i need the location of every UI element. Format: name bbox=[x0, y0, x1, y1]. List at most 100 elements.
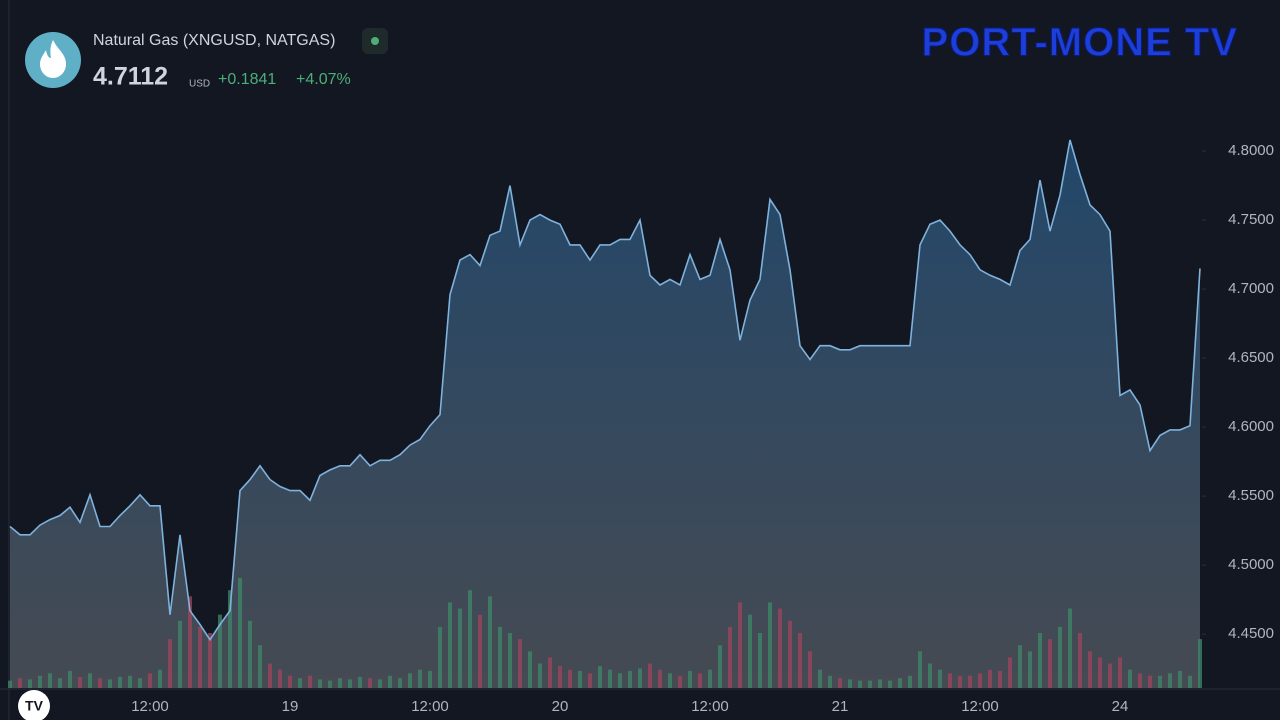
volume-bar bbox=[388, 675, 392, 688]
y-tick-label: 4.7000 bbox=[1228, 280, 1274, 297]
volume-bar bbox=[998, 670, 1002, 688]
volume-bar bbox=[478, 614, 482, 688]
volume-bar bbox=[548, 657, 552, 688]
volume-bar bbox=[928, 663, 932, 688]
volume-bar bbox=[1178, 670, 1182, 688]
volume-bar bbox=[608, 669, 612, 688]
volume-bar bbox=[278, 669, 282, 688]
y-tick-label: 4.6000 bbox=[1228, 418, 1274, 435]
volume-bar bbox=[168, 639, 172, 688]
x-tick-label: 12:00 bbox=[131, 698, 169, 715]
volume-bar bbox=[528, 651, 532, 688]
volume-bar bbox=[128, 675, 132, 688]
volume-bar bbox=[348, 679, 352, 688]
volume-bar bbox=[848, 679, 852, 688]
volume-bar bbox=[328, 680, 332, 688]
volume-bar bbox=[618, 673, 622, 688]
volume-bar bbox=[778, 608, 782, 688]
volume-bar bbox=[68, 670, 72, 688]
volume-bar bbox=[648, 663, 652, 688]
volume-bar bbox=[558, 666, 562, 688]
y-tick-label: 4.6500 bbox=[1228, 349, 1274, 366]
area-fill bbox=[10, 140, 1200, 688]
volume-bar bbox=[1068, 608, 1072, 688]
volume-bar bbox=[28, 679, 32, 688]
volume-bar bbox=[538, 663, 542, 688]
volume-bar bbox=[8, 680, 12, 688]
volume-bar bbox=[1108, 663, 1112, 688]
volume-bar bbox=[1008, 657, 1012, 688]
x-tick-label: 19 bbox=[282, 698, 299, 715]
volume-bar bbox=[438, 626, 442, 688]
volume-bar bbox=[468, 590, 472, 688]
volume-bar bbox=[838, 678, 842, 688]
volume-bar bbox=[878, 679, 882, 688]
volume-bar bbox=[578, 670, 582, 688]
volume-bar bbox=[748, 614, 752, 688]
volume-bar bbox=[288, 675, 292, 688]
volume-bar bbox=[598, 666, 602, 688]
volume-bar bbox=[818, 669, 822, 688]
volume-bar bbox=[1118, 657, 1122, 688]
plot: 4.4500 4.5000 4.5500 4.6000 4.6500 4.7000 4.75… bbox=[0, 139, 1280, 715]
volume-bar bbox=[1088, 651, 1092, 688]
volume-bar bbox=[768, 602, 772, 688]
currency: USD bbox=[189, 79, 210, 90]
y-tick-label: 4.4500 bbox=[1228, 625, 1274, 642]
volume-bar bbox=[1128, 669, 1132, 688]
volume-bar bbox=[738, 602, 742, 688]
volume-bar bbox=[498, 626, 502, 688]
volume-bar bbox=[1168, 673, 1172, 688]
volume-bar bbox=[58, 678, 62, 688]
volume-bar bbox=[938, 669, 942, 688]
change-percent: +4.07% bbox=[296, 71, 351, 88]
volume-bar bbox=[418, 669, 422, 688]
volume-bar bbox=[698, 673, 702, 688]
y-tick-label: 4.8000 bbox=[1228, 142, 1274, 159]
volume-bar bbox=[728, 626, 732, 688]
volume-bar bbox=[1018, 645, 1022, 688]
volume-bar bbox=[378, 679, 382, 688]
volume-bar bbox=[488, 596, 492, 688]
volume-bar bbox=[268, 663, 272, 688]
volume-bar bbox=[138, 678, 142, 688]
volume-bar bbox=[858, 680, 862, 688]
volume-bar bbox=[1048, 639, 1052, 688]
x-tick-label: 12:00 bbox=[411, 698, 449, 715]
volume-bar bbox=[588, 673, 592, 688]
x-tick-label: 12:00 bbox=[691, 698, 729, 715]
volume-bar bbox=[208, 633, 212, 688]
change: +0.1841 bbox=[218, 71, 276, 88]
x-tick-label: 24 bbox=[1112, 698, 1129, 715]
volume-bar bbox=[178, 620, 182, 688]
volume-bar bbox=[908, 675, 912, 688]
volume-bar bbox=[458, 608, 462, 688]
volume-bar bbox=[888, 680, 892, 688]
volume-bar bbox=[918, 651, 922, 688]
volume-bar bbox=[1138, 673, 1142, 688]
volume-bar bbox=[1078, 633, 1082, 688]
watermark: PORT-MONE TV bbox=[922, 21, 1238, 65]
volume-bar bbox=[1148, 675, 1152, 688]
volume-bar bbox=[98, 678, 102, 688]
volume-bar bbox=[508, 633, 512, 688]
tv-logo bbox=[18, 690, 50, 720]
y-tick-label: 4.5000 bbox=[1228, 556, 1274, 573]
title: Natural Gas (XNGUSD, NATGAS) bbox=[93, 32, 335, 49]
volume-bar bbox=[1028, 651, 1032, 688]
volume-bar bbox=[318, 679, 322, 688]
price: 4.7112 bbox=[93, 63, 168, 91]
volume-bar bbox=[158, 669, 162, 688]
volume-bar bbox=[1188, 675, 1192, 688]
volume-bar bbox=[1098, 657, 1102, 688]
volume-bar bbox=[668, 673, 672, 688]
volume-bar bbox=[88, 673, 92, 688]
volume-bar bbox=[228, 590, 232, 688]
volume-bar bbox=[518, 639, 522, 688]
volume-bar bbox=[758, 633, 762, 688]
volume-bar bbox=[948, 673, 952, 688]
volume-bar bbox=[718, 645, 722, 688]
volume-bar bbox=[298, 678, 302, 688]
volume-bar bbox=[808, 651, 812, 688]
